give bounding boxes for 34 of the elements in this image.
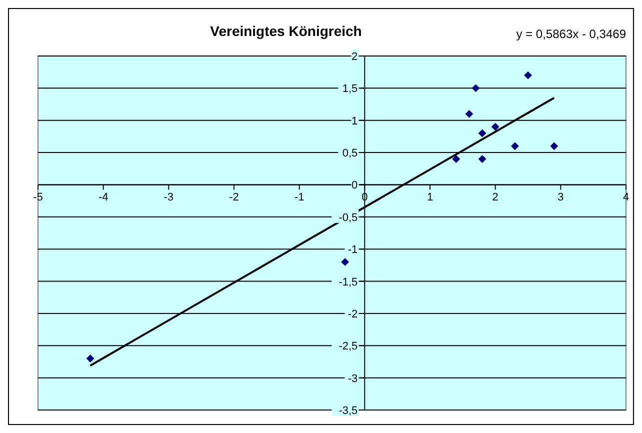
point: [341, 258, 350, 266]
y-tick-label: -1: [348, 244, 358, 256]
text: y = 0,5863x - 0,3469: [516, 27, 626, 41]
x-tick-label: 3: [558, 192, 564, 204]
point: [524, 71, 532, 80]
point: [478, 155, 486, 163]
y-tick-label: 1,5: [342, 83, 358, 96]
x-tick-label: -1: [294, 192, 304, 204]
x-tick-label: -3: [164, 192, 174, 204]
y-tick-label: -3: [348, 372, 358, 385]
y-tick-label: -3,5: [338, 405, 358, 417]
point: [86, 354, 94, 362]
point: [510, 142, 519, 150]
y-tick-label: 1: [352, 115, 358, 128]
point: [452, 155, 460, 163]
x-tick-label: 2: [492, 192, 498, 204]
y-tick-label: -0,5: [338, 212, 358, 224]
point: [472, 84, 480, 92]
y-tick-label: 0,5: [342, 148, 358, 160]
x-tick-label: 1: [426, 192, 434, 204]
y-tick-label: -1,5: [338, 276, 358, 288]
y-tick-label: 2: [352, 51, 358, 63]
x-tick-label: -5: [33, 192, 43, 204]
point: [478, 129, 486, 138]
point: [550, 142, 558, 150]
y-tick-label: -2: [348, 308, 358, 320]
y-tick-label: -2,5: [338, 340, 358, 353]
point: [491, 122, 500, 131]
point: [465, 110, 474, 118]
x-tick-label: -2: [229, 192, 239, 204]
x-tick-label: -4: [98, 192, 108, 204]
y-tick-label: 0: [352, 180, 358, 192]
chart-title: Vereinigtes Königreich: [210, 23, 362, 39]
x-tick-label: 4: [622, 192, 630, 204]
